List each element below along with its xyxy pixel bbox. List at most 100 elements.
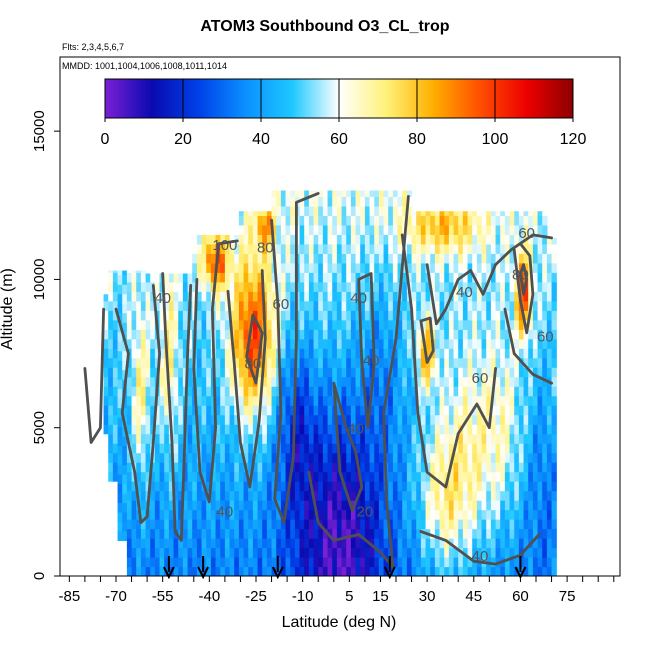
heat-cell: [542, 262, 548, 273]
heat-cell: [537, 234, 543, 245]
heat-cell: [215, 566, 221, 576]
heat-cell: [383, 348, 389, 359]
heat-cell: [332, 262, 338, 273]
heat-cell: [411, 414, 417, 425]
x-tick-label: -70: [105, 588, 127, 605]
heat-cell: [294, 405, 301, 416]
heat-cell: [136, 481, 142, 492]
heat-cell: [518, 329, 525, 340]
heat-cell: [187, 471, 193, 482]
heat-cell: [378, 500, 385, 511]
heat-cell: [304, 329, 310, 340]
flights-caption: Flts: 2,3,4,5,6,7: [62, 42, 125, 52]
heat-cell: [546, 310, 553, 321]
heat-cell: [360, 538, 366, 549]
heat-cell: [322, 319, 329, 330]
heat-cell: [252, 538, 259, 549]
heat-cell: [220, 547, 226, 558]
heat-cell: [294, 357, 301, 368]
heat-cell: [546, 300, 553, 311]
heat-cell: [294, 528, 301, 539]
heat-cell: [453, 500, 459, 511]
heat-cell: [220, 395, 226, 406]
heat-cell: [542, 386, 548, 397]
heat-cell: [206, 262, 212, 273]
heat-cell: [416, 557, 422, 568]
heat-cell: [252, 367, 259, 378]
heat-cell: [271, 272, 277, 283]
heat-cell: [523, 528, 529, 539]
heat-cell: [350, 281, 357, 292]
heat-cell: [346, 367, 352, 378]
heat-cell: [341, 338, 347, 349]
heat-cell: [486, 319, 492, 330]
heat-cell: [472, 243, 478, 254]
heat-cell: [467, 234, 473, 245]
heat-cell: [178, 566, 184, 576]
heat-cell: [187, 424, 193, 435]
heat-cell: [458, 509, 464, 520]
heat-cell: [290, 190, 296, 197]
heat-cell: [257, 452, 263, 463]
heat-cell: [481, 452, 487, 463]
heat-cell: [304, 243, 310, 254]
heat-cell: [341, 490, 347, 501]
heat-cell: [537, 386, 543, 397]
heat-cell: [327, 452, 333, 463]
heat-cell: [276, 490, 282, 501]
heat-cell: [238, 538, 245, 549]
heat-cell: [425, 386, 431, 397]
heat-cell: [206, 443, 212, 454]
heat-cell: [206, 462, 212, 473]
heat-cell: [159, 414, 165, 425]
heat-cell: [341, 443, 347, 454]
heat-cell: [248, 348, 254, 359]
heat-cell: [346, 471, 352, 482]
heat-cell: [196, 319, 203, 330]
heat-cell: [290, 281, 296, 292]
heat-cell: [322, 500, 329, 511]
heat-cell: [210, 490, 217, 501]
heat-cell: [495, 281, 501, 292]
heat-cell: [514, 243, 520, 254]
heat-cell: [285, 500, 291, 511]
heat-cell: [308, 566, 315, 576]
heat-cell: [439, 500, 445, 511]
heat-cell: [322, 367, 329, 378]
heat-cell: [182, 300, 189, 311]
heat-cell: [439, 262, 445, 273]
heat-cell: [140, 462, 147, 473]
heat-cell: [308, 528, 315, 539]
heat-cell: [383, 405, 389, 416]
heat-cell: [411, 557, 417, 568]
heat-cell: [262, 433, 268, 444]
heat-cell: [322, 566, 329, 576]
heat-cell: [108, 281, 114, 292]
heat-cell: [542, 253, 548, 264]
heat-cell: [108, 272, 114, 283]
heat-cell: [523, 291, 529, 302]
heat-cell: [504, 471, 511, 482]
heat-cell: [271, 376, 277, 387]
heat-cell: [140, 557, 147, 568]
heat-cell: [523, 224, 529, 235]
heat-cell: [439, 357, 445, 368]
heat-cell: [472, 424, 478, 435]
heat-cell: [364, 272, 371, 283]
heat-cell: [126, 376, 133, 387]
heat-cell: [374, 338, 380, 349]
heat-cell: [434, 338, 441, 349]
heat-cell: [476, 528, 483, 539]
heat-cell: [472, 386, 478, 397]
heat-cell: [234, 471, 240, 482]
heat-cell: [243, 528, 249, 539]
heat-cell: [542, 405, 548, 416]
heat-cell: [322, 509, 329, 520]
heat-cell: [388, 566, 394, 576]
heat-cell: [140, 386, 147, 397]
heat-cell: [308, 224, 315, 235]
heat-cell: [336, 215, 343, 226]
heat-cell: [308, 319, 315, 330]
heat-cell: [192, 509, 198, 520]
heat-cell: [182, 329, 189, 340]
